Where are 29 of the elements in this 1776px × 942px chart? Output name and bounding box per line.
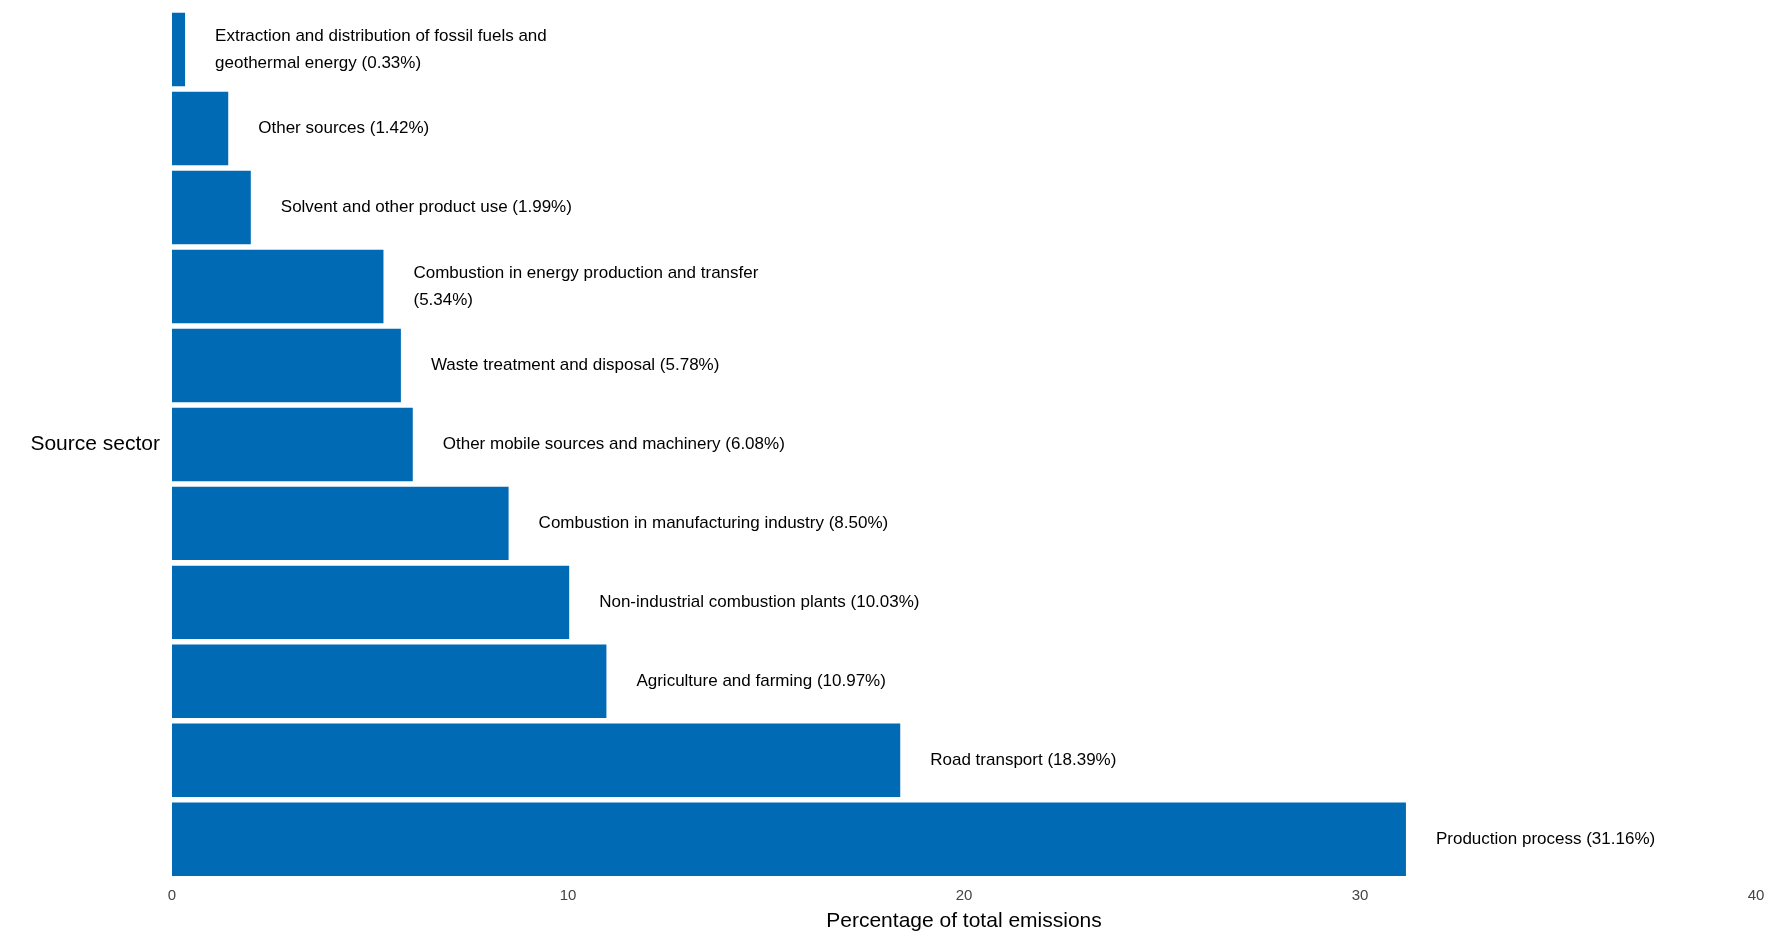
- data-label: Production process (31.16%): [1435, 829, 1656, 848]
- data-label: Solvent and other product use (1.99%): [280, 197, 572, 217]
- data-label: Extraction and distribution of fossil fuels and geothermal energy (0.33%): [215, 25, 547, 72]
- bar: [172, 12, 186, 87]
- data-label: Agriculture and farming (10.97%): [636, 671, 886, 691]
- x-tick-label: 20: [955, 885, 973, 903]
- data-label: Other sources (1.42%): [258, 118, 430, 138]
- bar: [172, 486, 509, 561]
- x-tick-label: 40: [1747, 885, 1765, 903]
- data-label: Combustion in energy production and transfer (5.34%): [413, 262, 759, 309]
- data-label: Combustion in manufacturing industry (8.50%): [538, 513, 889, 533]
- x-tick-label: 10: [559, 885, 577, 903]
- bar: [172, 407, 413, 482]
- bar: [172, 249, 384, 324]
- x-axis-title: Percentage of total emissions: [826, 908, 1102, 932]
- x-tick-label: 0: [167, 885, 177, 903]
- y-axis-title: Source sector: [30, 431, 160, 455]
- bar: [172, 565, 570, 640]
- bar: [172, 723, 901, 798]
- data-label: Waste treatment and disposal (5.78%): [430, 355, 720, 375]
- bar: [172, 91, 229, 166]
- bar: [172, 328, 401, 403]
- bar: [172, 170, 251, 245]
- data-label: Road transport (18.39%): [930, 750, 1117, 770]
- bar: [172, 802, 1406, 877]
- data-label: Other mobile sources and machinery (6.08%): [442, 434, 785, 454]
- data-label: Non-industrial combustion plants (10.03%): [599, 592, 920, 612]
- bar: [172, 644, 607, 719]
- x-tick-label: 30: [1351, 885, 1369, 903]
